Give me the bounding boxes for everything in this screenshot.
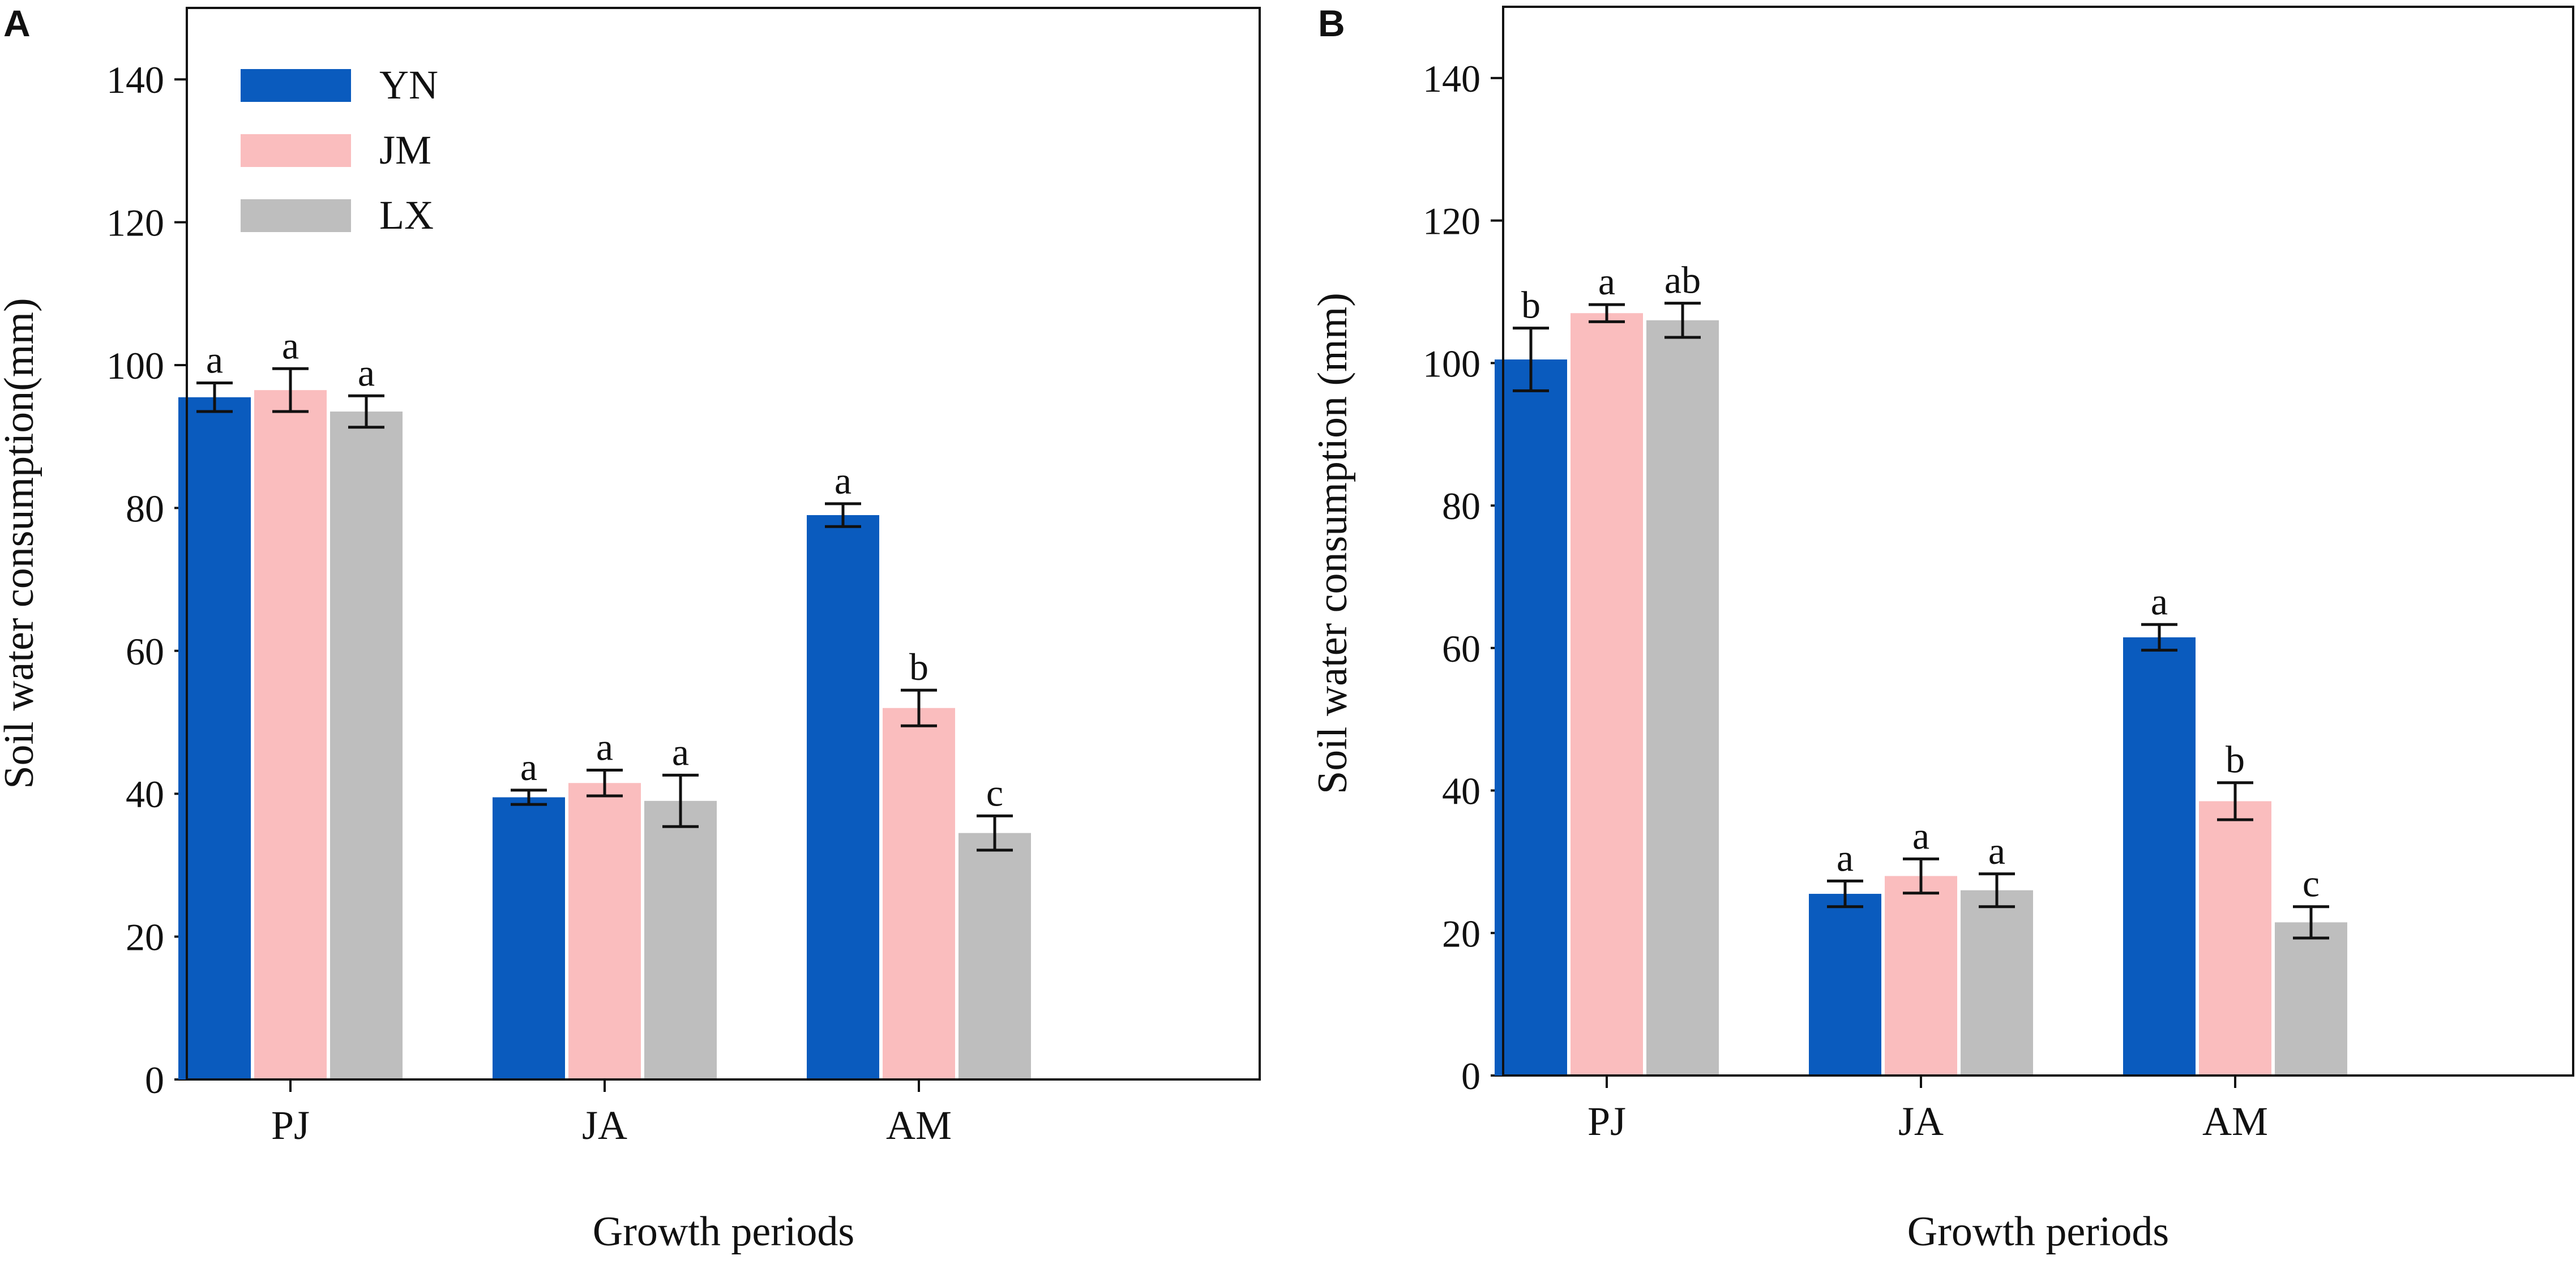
panel-a-y-tick-label-80: 80 (126, 487, 164, 530)
panel-b-y-tick-label-20: 20 (1442, 912, 1480, 955)
panel-b-frame (1502, 6, 2574, 1077)
panel-a-yn-pj-significance-label: a (206, 339, 223, 382)
panel-a-y-tick-label-0: 0 (145, 1059, 164, 1102)
panel-a-letter: A (3, 2, 31, 44)
panel-a-lx-am-significance-label: c (986, 771, 1003, 814)
panel-b-y-tick-label-100: 100 (1423, 342, 1480, 385)
panel-a-lx-ja-significance-label: a (672, 730, 689, 773)
panel-b-jm-am-significance-label: b (2226, 738, 2245, 781)
panel-b-jm-pj-significance-label: a (1598, 260, 1615, 303)
panel-b-y-tick-label-60: 60 (1442, 627, 1480, 670)
panel-a-legend-swatch-jm (241, 134, 351, 167)
panel-a-legend-label-jm: JM (379, 127, 431, 173)
panel-b-jm-pj-bar (1571, 313, 1643, 1076)
panel-a-y-tick-label-40: 40 (126, 773, 164, 816)
panel-a-jm-am-significance-label: b (909, 645, 928, 688)
panel-b-jm-ja-bar (1885, 876, 1957, 1076)
panel-b-yn-pj-significance-label: b (1521, 284, 1541, 327)
panel-a-x-tick-label-ja: JA (582, 1103, 627, 1148)
panel-a-x-tick-label-pj: PJ (271, 1103, 310, 1148)
panel-a-yn-pj-bar (178, 397, 251, 1079)
panel-a-jm-pj-bar (254, 390, 327, 1080)
panel-a-legend-label-yn: YN (379, 62, 438, 108)
panel-a-lx-pj-bar (330, 412, 403, 1079)
panel-a-jm-am-bar (883, 708, 955, 1079)
panel-a-legend: YN JM LX (241, 62, 438, 238)
panel-b-x-tick-label-am: AM (2202, 1099, 2268, 1144)
panel-b-lx-am-significance-label: c (2303, 862, 2320, 905)
panel-b-x-axis-title: Growth periods (1907, 1209, 2169, 1255)
panel-a-y-tick-label-60: 60 (126, 630, 164, 673)
panel-a-yn-ja-bar (493, 797, 565, 1079)
panel-b-lx-am-bar (2275, 922, 2347, 1076)
panel-b-lx-ja-bar (1961, 890, 2033, 1076)
panel-a-y-tick-label-140: 140 (106, 58, 164, 101)
panel-a-legend-label-lx: LX (379, 192, 434, 238)
panel-b-yn-pj-bar (1495, 359, 1567, 1076)
panel-a-x-axis-title: Growth periods (593, 1209, 854, 1255)
panel-a-plot: 0 20 40 60 80 100 120 140 PJ a a a JA a a a AM a b c YN JM LX (106, 58, 1031, 1148)
panel-a-legend-swatch-yn (241, 69, 351, 102)
panel-b-lx-pj-significance-label: ab (1664, 259, 1701, 302)
panel-a-yn-ja-significance-label: a (520, 745, 537, 789)
panel-b-y-tick-label-140: 140 (1423, 57, 1480, 100)
panel-b-yn-am-bar (2123, 637, 2196, 1076)
panel-a-y-axis-title: Soil water consumption(mm) (0, 298, 42, 789)
panel-a-legend-swatch-lx (241, 199, 351, 232)
panel-b-x-tick-label-pj: PJ (1587, 1099, 1626, 1144)
panel-b-jm-ja-significance-label: a (1912, 814, 1929, 857)
panel-a-y-tick-label-100: 100 (106, 344, 164, 387)
panel-a-frame (186, 7, 1261, 1081)
panel-b-yn-ja-bar (1809, 894, 1881, 1076)
panel-b-letter: B (1318, 2, 1345, 44)
panel-a-y-tick-label-20: 20 (126, 916, 164, 959)
panel-a-lx-pj-significance-label: a (358, 351, 375, 394)
panel-a-yn-am-bar (807, 515, 879, 1079)
panel-a-yn-am-significance-label: a (835, 459, 851, 502)
panel-b-y-tick-label-80: 80 (1442, 485, 1480, 528)
panel-b-yn-ja-significance-label: a (1837, 836, 1854, 879)
panel-b-lx-ja-significance-label: a (1988, 829, 2005, 872)
panel-b-jm-am-bar (2199, 801, 2271, 1076)
panel-b-y-tick-label-0: 0 (1461, 1055, 1480, 1098)
panel-a-lx-am-bar (958, 833, 1031, 1079)
panel-a-x-tick-label-am: AM (886, 1103, 952, 1148)
panel-a-jm-ja-bar (568, 783, 641, 1079)
panel-a-jm-pj-significance-label: a (282, 324, 299, 367)
panel-a: A 0 20 40 60 80 100 120 140 PJ a a a JA a a a AM a b c YN JM L… (0, 2, 1261, 1255)
panel-b-y-tick-label-40: 40 (1442, 770, 1480, 813)
panel-a-y-tick-label-120: 120 (106, 202, 164, 245)
panel-a-lx-ja-bar (644, 800, 717, 1079)
panel-b-y-axis-title: Soil water consumption (mm) (1310, 293, 1356, 794)
panel-b-lx-pj-bar (1646, 320, 1719, 1076)
panel-b-y-tick-label-120: 120 (1423, 200, 1480, 243)
panel-a-jm-ja-significance-label: a (596, 726, 613, 769)
panel-b-x-tick-label-ja: JA (1898, 1099, 1944, 1144)
panel-b-yn-am-significance-label: a (2151, 580, 2168, 623)
